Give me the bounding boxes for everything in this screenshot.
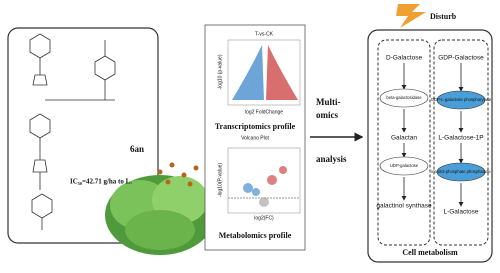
metabolite-label: L-Galactose-1P [438,135,483,142]
pathway-box [433,39,489,246]
cell-title: Cell metabolism [402,248,458,257]
compound-activity: IC₅₀=42.71 g/ha to L. [70,178,132,186]
enzyme-node [379,88,429,108]
chemical-structure [29,33,116,230]
caption: Metabolomics profile [219,231,292,240]
link-label: analysis [316,154,347,164]
pathway-box [377,39,431,246]
y-axis-label: -log10 (p-value) [217,54,223,89]
volcano-plot-frame [227,147,301,214]
plot-title: T-vs-CK [255,31,274,37]
metabolite-label: L-Galactose [443,209,478,216]
enzyme-node [436,90,486,110]
enzyme-label: GDP-L-galactose phosphorylase [431,97,492,102]
x-axis-label: log2 FoldChange [245,109,283,115]
x-axis-label: log2(FC) [254,215,274,221]
volcano-plot-frame [227,39,301,106]
y-axis-label: -log10(P-value) [217,163,223,198]
metabolite-label: GDP-Galactose [438,55,484,62]
link-label: omics [316,110,338,120]
lettuce [105,175,215,255]
metabolite-label: Galactan [391,135,417,142]
droplets [157,162,199,187]
metabolite-label: galactinol synthase [376,203,432,210]
caption: Transcriptomics profile [215,122,296,131]
compound-panel [7,27,159,244]
volcano-dots [243,166,287,207]
compound-name: 6an [130,144,144,154]
metabolite-label: D-Galactose [386,55,423,62]
link-label: Multi- [316,97,341,107]
lightning [396,4,426,28]
enzyme-node [379,156,429,176]
cell-panel [367,29,493,263]
enzyme-label: beta-galactosidase [386,95,422,100]
volcano-dots [232,45,298,100]
enzyme-label: inositol-phosphate phosphatase [431,169,491,174]
plot-title: Volcano Plot [241,135,269,141]
enzyme-node [436,162,486,182]
enzyme-label: UDP-galactose [390,163,419,168]
disturb-label: Disturb [430,12,457,21]
